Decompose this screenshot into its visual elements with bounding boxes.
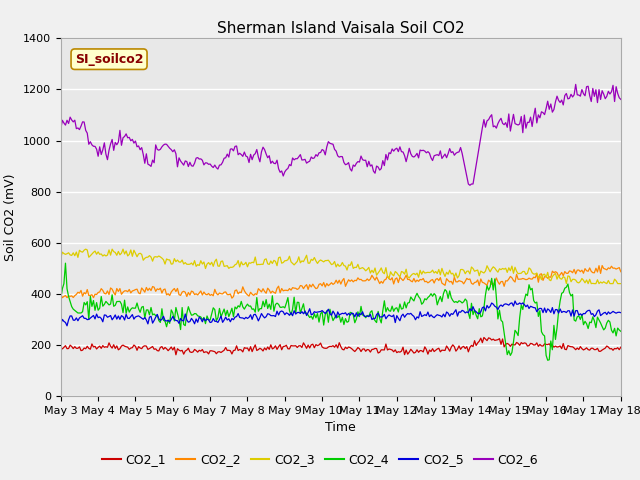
CO2_3 xyxy=(378,265,385,271)
CO2_3 xyxy=(396,274,404,280)
CO2_3 xyxy=(584,281,592,287)
CO2_5 xyxy=(552,307,559,312)
CO2_1 xyxy=(378,347,385,353)
CO2_2 xyxy=(550,270,557,276)
Y-axis label: Soil CO2 (mV): Soil CO2 (mV) xyxy=(4,173,17,261)
CO2_4 xyxy=(163,324,170,330)
CO2_2 xyxy=(228,295,236,301)
CO2_6 xyxy=(57,126,65,132)
CO2_5 xyxy=(617,310,625,315)
CO2_5 xyxy=(511,298,519,304)
CO2_5 xyxy=(378,314,385,320)
CO2_4 xyxy=(617,328,625,334)
Line: CO2_1: CO2_1 xyxy=(61,337,621,355)
CO2_2 xyxy=(617,269,625,275)
CO2_3 xyxy=(72,249,80,255)
CO2_4 xyxy=(396,301,404,307)
Line: CO2_6: CO2_6 xyxy=(61,84,621,185)
CO2_4 xyxy=(57,296,65,302)
CO2_2 xyxy=(57,292,65,298)
CO2_6 xyxy=(161,141,169,147)
CO2_3 xyxy=(408,271,416,277)
CO2_3 xyxy=(163,256,170,262)
CO2_3 xyxy=(82,246,90,252)
CO2_6 xyxy=(572,82,580,87)
Line: CO2_4: CO2_4 xyxy=(61,263,621,360)
CO2_5 xyxy=(396,318,404,324)
CO2_4 xyxy=(544,357,552,363)
Legend: CO2_1, CO2_2, CO2_3, CO2_4, CO2_5, CO2_6: CO2_1, CO2_2, CO2_3, CO2_4, CO2_5, CO2_6 xyxy=(97,448,543,471)
CO2_6 xyxy=(394,149,402,155)
CO2_4 xyxy=(74,310,82,316)
CO2_6 xyxy=(550,107,557,112)
CO2_1 xyxy=(408,348,416,354)
CO2_6 xyxy=(407,151,415,156)
Line: CO2_5: CO2_5 xyxy=(61,301,621,326)
Title: Sherman Island Vaisala Soil CO2: Sherman Island Vaisala Soil CO2 xyxy=(217,21,465,36)
CO2_1 xyxy=(161,345,169,350)
CO2_1 xyxy=(172,352,180,358)
CO2_1 xyxy=(617,344,625,350)
CO2_5 xyxy=(74,318,82,324)
CO2_4 xyxy=(61,260,69,266)
CO2_5 xyxy=(408,312,416,318)
CO2_5 xyxy=(163,318,170,324)
Text: SI_soilco2: SI_soilco2 xyxy=(75,53,143,66)
CO2_2 xyxy=(378,278,385,284)
CO2_2 xyxy=(408,279,416,285)
CO2_1 xyxy=(396,349,404,355)
CO2_2 xyxy=(161,286,169,292)
CO2_5 xyxy=(63,323,71,329)
CO2_1 xyxy=(57,345,65,351)
CO2_3 xyxy=(617,281,625,287)
CO2_4 xyxy=(408,296,416,302)
CO2_6 xyxy=(72,126,80,132)
CO2_6 xyxy=(617,96,625,102)
CO2_1 xyxy=(72,346,80,351)
CO2_5 xyxy=(57,321,65,327)
CO2_4 xyxy=(552,336,559,342)
Line: CO2_3: CO2_3 xyxy=(61,249,621,284)
CO2_2 xyxy=(598,263,606,268)
CO2_2 xyxy=(396,275,404,280)
CO2_3 xyxy=(550,272,557,277)
CO2_3 xyxy=(57,255,65,261)
Line: CO2_2: CO2_2 xyxy=(61,265,621,298)
CO2_6 xyxy=(376,167,383,173)
CO2_2 xyxy=(72,291,80,297)
CO2_4 xyxy=(378,320,385,326)
X-axis label: Time: Time xyxy=(325,421,356,434)
CO2_1 xyxy=(480,335,488,340)
CO2_6 xyxy=(466,182,474,188)
CO2_1 xyxy=(552,343,559,349)
